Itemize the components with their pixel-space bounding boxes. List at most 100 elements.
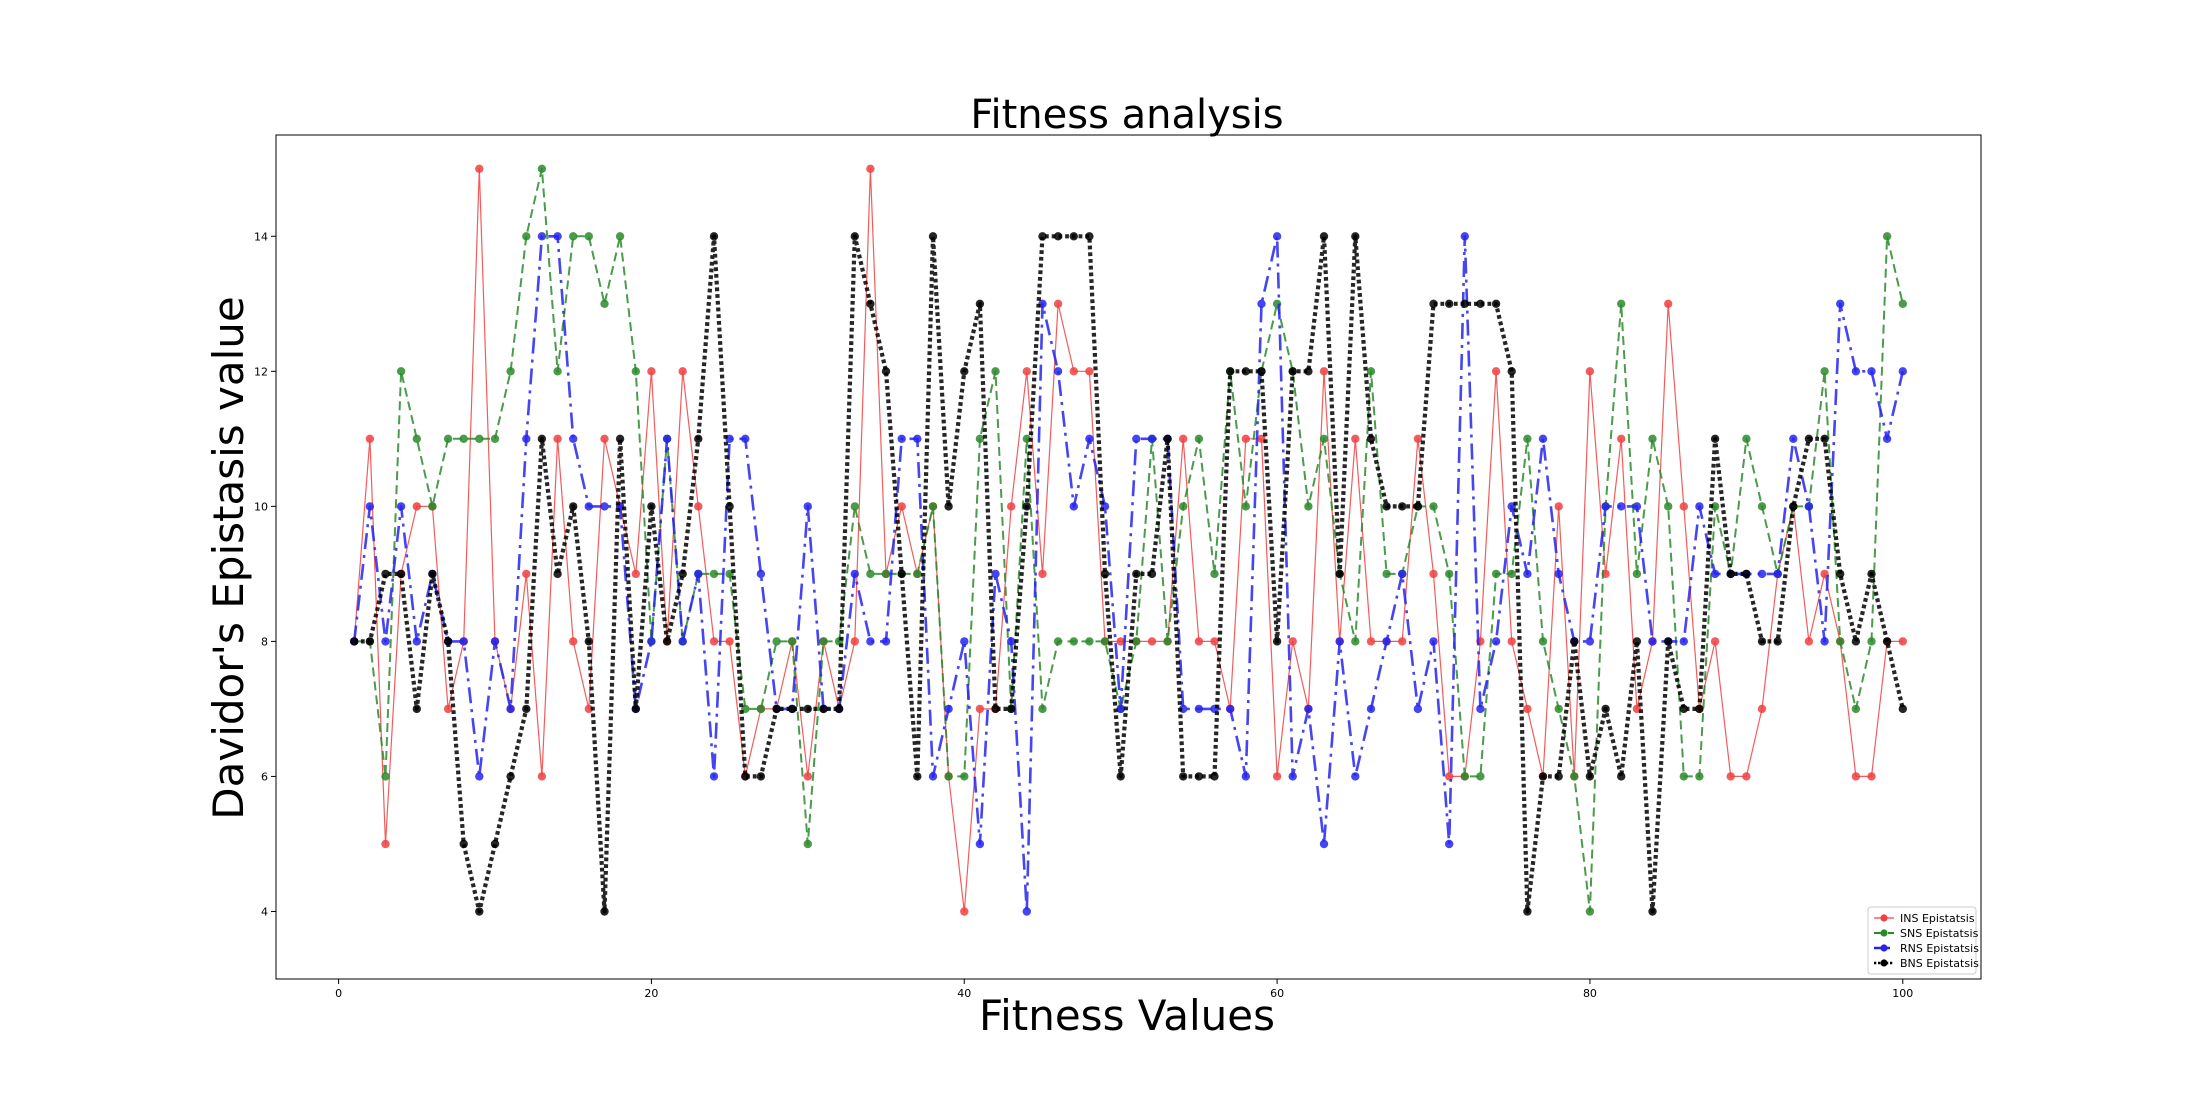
data-point (1773, 637, 1782, 646)
data-point (600, 299, 609, 308)
data-point (1445, 772, 1454, 781)
data-point (475, 907, 484, 916)
data-point (537, 164, 547, 173)
data-point (1882, 637, 1892, 646)
data-point (381, 839, 390, 849)
data-point (1100, 637, 1110, 646)
data-point (569, 434, 578, 443)
data-point (897, 569, 906, 579)
data-point (788, 704, 797, 714)
y-tick-label: 10 (254, 500, 268, 513)
data-point (506, 704, 515, 714)
data-point (1053, 232, 1063, 241)
data-point (1898, 367, 1908, 376)
data-point (1163, 434, 1172, 443)
data-point (772, 704, 781, 714)
legend: INS Epistatsis SNS Epistatsis RNS Epistats… (1867, 906, 1979, 975)
data-point (741, 434, 750, 443)
data-point (490, 637, 500, 646)
data-point (1648, 637, 1657, 646)
data-point (1304, 367, 1313, 376)
data-point (1585, 907, 1595, 916)
data-point (537, 434, 547, 443)
data-point (1538, 637, 1548, 646)
y-axis-label: Davidor's Epistasis value (204, 296, 253, 819)
data-point (1366, 434, 1376, 443)
data-point (803, 704, 812, 714)
data-point (569, 502, 578, 511)
data-point (1382, 637, 1391, 646)
data-point (928, 772, 938, 781)
data-point (1241, 502, 1251, 511)
data-point (490, 434, 500, 443)
data-point (553, 232, 562, 241)
data-point (1319, 839, 1329, 849)
data-point (1585, 637, 1595, 646)
data-point (1570, 772, 1579, 781)
data-point (615, 434, 625, 443)
data-point (1053, 299, 1063, 308)
data-point (1304, 502, 1313, 511)
data-point (1491, 367, 1501, 376)
data-point (522, 569, 531, 579)
data-point (1617, 434, 1626, 443)
data-point (1898, 704, 1908, 714)
data-point (1319, 434, 1329, 443)
data-point (960, 367, 969, 376)
data-point (1773, 569, 1782, 579)
data-point (1820, 637, 1829, 646)
legend-marker (1880, 929, 1888, 937)
data-point (1836, 299, 1845, 308)
data-point (381, 772, 390, 781)
data-point (1851, 637, 1861, 646)
data-point (365, 502, 375, 511)
data-point (803, 772, 812, 781)
data-point (1429, 569, 1438, 579)
data-point (600, 502, 609, 511)
data-point (1804, 502, 1814, 511)
data-point (584, 704, 593, 714)
data-point (1272, 772, 1282, 781)
series-rns-epistatsis (350, 232, 1908, 916)
data-point (1022, 907, 1031, 916)
series-line (353, 168, 1903, 913)
data-point (1053, 367, 1063, 376)
data-point (647, 367, 656, 376)
data-point (1617, 772, 1626, 781)
data-point (1366, 637, 1376, 646)
y-tick-label: 4 (261, 905, 268, 918)
data-point (1585, 772, 1595, 781)
data-point (1241, 434, 1251, 443)
data-point (1132, 434, 1141, 443)
data-point (913, 569, 922, 579)
data-point (1836, 637, 1845, 646)
data-point (1851, 704, 1861, 714)
data-point (1601, 502, 1610, 511)
legend-box (1867, 906, 1977, 975)
data-point (631, 704, 640, 714)
data-point (1398, 502, 1407, 511)
data-point (1867, 637, 1876, 646)
data-point (1022, 502, 1031, 511)
data-point (537, 772, 547, 781)
plot-frame (275, 134, 1982, 980)
data-point (1179, 502, 1188, 511)
data-point (1867, 772, 1876, 781)
data-point (1867, 569, 1876, 579)
data-point (1116, 772, 1125, 781)
data-point (396, 367, 406, 376)
data-point (756, 569, 766, 579)
data-point (553, 367, 562, 376)
series-line (354, 234, 1905, 914)
data-point (928, 502, 938, 511)
series-sns-epistatsis (350, 164, 1908, 916)
plot-area (350, 164, 1908, 916)
data-point (881, 367, 891, 376)
data-point (475, 772, 484, 781)
data-point (1351, 772, 1360, 781)
data-point (412, 502, 421, 511)
data-point (443, 704, 453, 714)
data-point (1460, 772, 1470, 781)
data-point (1507, 569, 1516, 579)
data-point (569, 637, 578, 646)
